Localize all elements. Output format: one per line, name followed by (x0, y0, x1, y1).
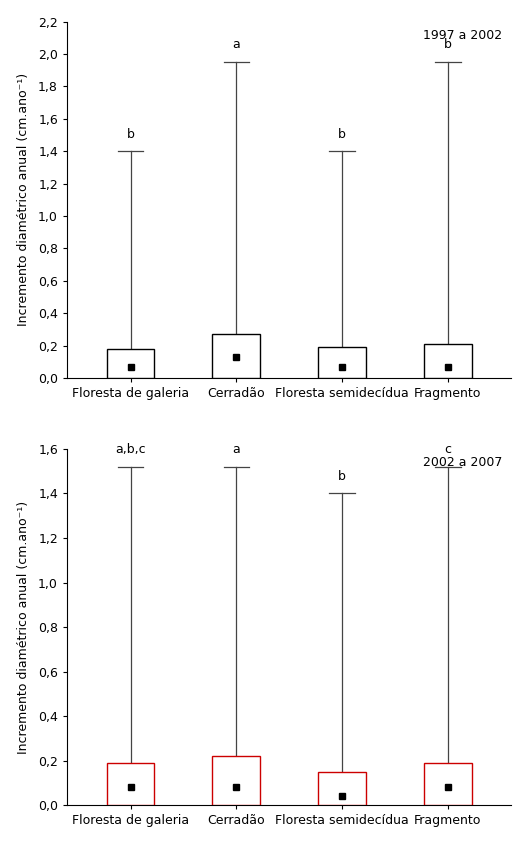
Text: b: b (338, 470, 346, 483)
Bar (318, 772, 366, 805)
Text: a: a (232, 443, 240, 456)
Text: 1997 a 2002: 1997 a 2002 (423, 29, 503, 42)
Bar (212, 334, 260, 378)
Text: a,b,c: a,b,c (115, 443, 146, 456)
Text: c: c (445, 443, 451, 456)
Y-axis label: Incremento diamétrico anual (cm.ano⁻¹): Incremento diamétrico anual (cm.ano⁻¹) (17, 500, 30, 754)
Text: b: b (444, 39, 452, 51)
Text: b: b (338, 127, 346, 141)
Text: 2002 a 2007: 2002 a 2007 (423, 456, 503, 469)
Y-axis label: Incremento diamétrico anual (cm.ano⁻¹): Incremento diamétrico anual (cm.ano⁻¹) (17, 73, 30, 327)
Bar (107, 349, 154, 378)
Text: a: a (232, 39, 240, 51)
Text: b: b (127, 127, 135, 141)
Bar (318, 348, 366, 378)
Bar (107, 763, 154, 805)
Bar (212, 756, 260, 805)
Bar (424, 344, 472, 378)
Bar (424, 763, 472, 805)
